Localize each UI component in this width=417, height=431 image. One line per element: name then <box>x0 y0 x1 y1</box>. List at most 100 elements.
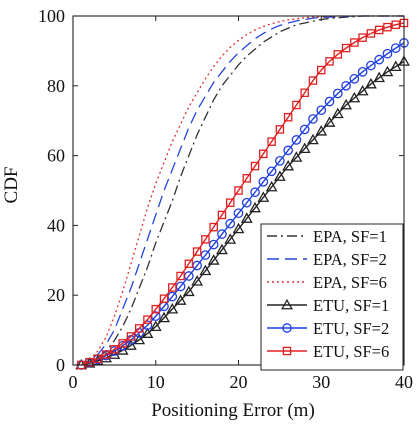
series-4-point-19 <box>233 208 244 219</box>
series-3-point-10 <box>158 311 170 323</box>
series-4-point-22 <box>258 176 269 187</box>
legend-entry-3: ETU, SF=1 <box>267 296 389 315</box>
series-4-point-33 <box>349 73 360 84</box>
series-1 <box>81 15 404 366</box>
series-4-point-37 <box>382 48 393 59</box>
series-5-point-3 <box>101 350 111 359</box>
series-5-point-34 <box>358 33 367 42</box>
series-5-point-35 <box>366 29 376 38</box>
series-4-point-29 <box>316 105 327 116</box>
y-tick-label-2: 40 <box>47 215 65 235</box>
legend-marker-4 <box>282 323 292 333</box>
series-5-point-14 <box>192 247 202 256</box>
series-4-point-20 <box>241 197 252 208</box>
series-4-point-17 <box>217 229 227 239</box>
x-axis-label: Positioning Error (m) <box>151 400 315 421</box>
series-4-point-26 <box>291 135 302 145</box>
series-3-point-12 <box>174 294 187 305</box>
series-3-point-23 <box>265 180 278 192</box>
series-5-point-7 <box>134 324 144 333</box>
series-5-point-10 <box>159 294 169 303</box>
series-4-point-21 <box>250 187 260 198</box>
series-4-point-34 <box>357 66 368 77</box>
legend-label-2: EPA, SF=6 <box>313 273 387 292</box>
legend-entry-2: EPA, SF=6 <box>267 273 387 292</box>
series-5-point-28 <box>308 76 318 85</box>
legend-label-4: ETU, SF=2 <box>313 319 389 338</box>
series-3-point-24 <box>273 170 286 181</box>
legend-box <box>260 223 404 371</box>
series-3-point-6 <box>125 339 137 350</box>
series-5-point-31 <box>333 50 343 59</box>
y-axis-label: CDF <box>1 167 22 204</box>
series-3-point-8 <box>141 327 154 338</box>
legend-label-5: ETU, SF=6 <box>313 342 389 361</box>
series-3-point-29 <box>315 125 328 136</box>
series-4-point-30 <box>324 96 335 107</box>
series-3-point-16 <box>207 254 220 265</box>
series-5-point-26 <box>292 100 301 110</box>
series-3-point-11 <box>166 303 179 314</box>
series-3-point-18 <box>224 233 237 244</box>
y-tick-label-0: 0 <box>56 355 65 375</box>
series-3-point-31 <box>331 107 344 119</box>
series-0 <box>81 15 404 366</box>
x-tick-label-2: 20 <box>230 372 248 392</box>
series-5-point-18 <box>225 198 235 207</box>
series-3-point-20 <box>240 212 253 223</box>
legend-label-1: EPA, SF=2 <box>313 250 387 269</box>
series-line-0 <box>81 15 404 366</box>
series-3-point-26 <box>290 151 303 162</box>
series-3-point-32 <box>340 98 352 110</box>
series-3-point-28 <box>307 133 319 145</box>
x-tick-label-1: 10 <box>147 372 165 392</box>
series-3-point-27 <box>298 142 311 154</box>
series-5-point-17 <box>217 210 227 220</box>
legend-entry-0: EPA, SF=1 <box>267 227 387 246</box>
series-3-point-7 <box>133 333 146 345</box>
series-5-point-22 <box>259 149 268 159</box>
y-tick-label-4: 80 <box>47 76 65 96</box>
series-5-point-6 <box>126 332 136 341</box>
legend-label-3: ETU, SF=1 <box>313 296 389 315</box>
series-5-point-11 <box>168 283 177 292</box>
series-3-point-37 <box>381 65 394 77</box>
series-5-point-8 <box>143 315 152 324</box>
series-5-point-27 <box>300 88 309 98</box>
series-5-point-38 <box>391 20 400 29</box>
series-5 <box>77 18 409 370</box>
y-tick-label-5: 100 <box>38 6 65 26</box>
series-5-point-24 <box>275 125 285 134</box>
series-4-point-18 <box>225 218 236 229</box>
series-4-point-16 <box>208 239 219 250</box>
x-tick-label-3: 30 <box>312 372 330 392</box>
series-4-point-24 <box>275 155 285 166</box>
series-5-point-15 <box>201 235 210 244</box>
legend-entry-4: ETU, SF=2 <box>267 319 389 338</box>
series-3-point-38 <box>389 60 402 71</box>
series-line-2 <box>80 15 404 366</box>
y-tick-label-3: 60 <box>47 146 65 166</box>
series-4-point-35 <box>366 60 376 71</box>
series-5-point-16 <box>209 222 218 232</box>
series-5-point-37 <box>383 22 392 32</box>
legend-entry-5: ETU, SF=6 <box>267 342 389 361</box>
legend-entry-1: EPA, SF=2 <box>267 250 387 269</box>
series-5-point-30 <box>325 57 334 66</box>
series-5-point-19 <box>234 186 243 195</box>
plot-layer <box>75 15 410 370</box>
series-3-point-19 <box>232 222 245 234</box>
series-3-point-35 <box>364 77 377 89</box>
y-tick-label-1: 20 <box>47 285 65 305</box>
series-4-point-27 <box>299 124 310 135</box>
series-2 <box>80 15 404 366</box>
series-3-point-33 <box>348 91 361 103</box>
series-5-point-25 <box>283 112 293 122</box>
series-3-point-36 <box>373 71 386 83</box>
series-5-point-23 <box>267 137 276 146</box>
series-3-point-34 <box>356 84 369 96</box>
series-5-point-1 <box>85 357 94 367</box>
series-3-point-30 <box>323 116 336 127</box>
series-4-point-25 <box>283 145 293 156</box>
